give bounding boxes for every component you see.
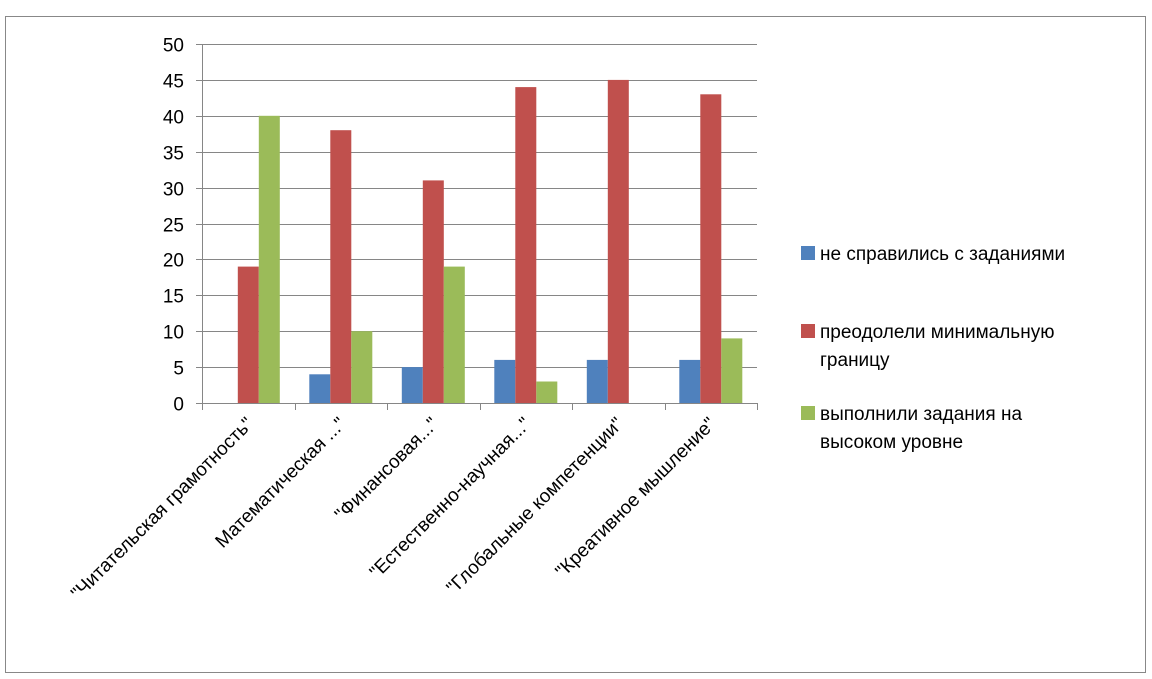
bar <box>351 331 373 403</box>
bar <box>721 338 743 403</box>
y-tick-label: 35 <box>163 144 184 165</box>
bar <box>330 130 352 403</box>
legend-label: преодолели минимальную <box>820 322 1054 343</box>
chart-border <box>5 16 1146 673</box>
legend: не справились с заданиями преодолели мини… <box>801 244 1065 453</box>
bar <box>494 359 516 403</box>
gridlines <box>202 44 757 368</box>
bar <box>536 381 558 403</box>
bar <box>679 359 701 403</box>
y-tick-label: 45 <box>163 72 184 93</box>
legend-swatch <box>801 246 815 260</box>
y-tick-label: 10 <box>163 323 184 344</box>
bar <box>607 79 629 404</box>
bar <box>515 87 537 403</box>
bar <box>258 115 280 404</box>
y-tick-label: 30 <box>163 180 184 201</box>
y-tick-label: 20 <box>163 251 184 272</box>
legend-label: не справились с заданиями <box>820 244 1065 265</box>
y-tick-label: 25 <box>163 216 184 237</box>
y-tick-label: 50 <box>163 36 184 57</box>
bar <box>443 266 465 403</box>
legend-label: высоком уровне <box>820 432 963 453</box>
bar <box>700 94 722 404</box>
legend-swatch <box>801 406 815 420</box>
bar <box>309 374 331 403</box>
y-tick-label: 15 <box>163 287 184 308</box>
bars <box>237 79 743 404</box>
legend-label: границу <box>820 350 890 371</box>
y-tick-label: 40 <box>163 108 184 129</box>
axes <box>196 44 758 410</box>
bar <box>586 359 608 403</box>
legend-swatch <box>801 324 815 338</box>
legend-label: выполнили задания на <box>820 404 1022 425</box>
bar <box>237 266 259 403</box>
bar <box>422 180 444 403</box>
y-tick-label: 5 <box>173 359 184 380</box>
y-tick-labels: 0 5 10 15 20 25 30 35 40 45 50 <box>163 36 184 416</box>
bar <box>401 367 423 403</box>
y-tick-label: 0 <box>173 395 184 416</box>
